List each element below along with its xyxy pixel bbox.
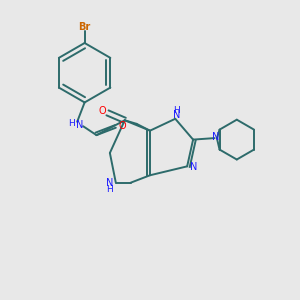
Text: H: H <box>106 185 113 194</box>
Text: O: O <box>98 106 106 116</box>
Text: N: N <box>190 162 197 172</box>
Text: N: N <box>76 120 83 130</box>
Text: N: N <box>173 110 180 120</box>
Text: H: H <box>173 106 180 115</box>
Text: N: N <box>212 132 220 142</box>
Text: Br: Br <box>79 22 91 32</box>
Text: H: H <box>68 119 75 128</box>
Text: N: N <box>106 178 113 188</box>
Text: O: O <box>118 121 126 131</box>
